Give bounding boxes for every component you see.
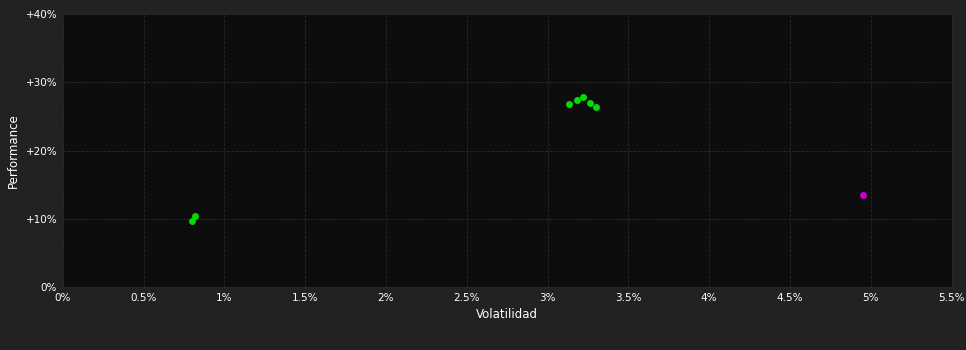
- Point: [582, 100, 597, 106]
- Point: [185, 219, 200, 224]
- Point: [561, 101, 577, 107]
- Point: [187, 213, 203, 219]
- Point: [855, 192, 870, 198]
- Point: [588, 104, 604, 110]
- Point: [569, 97, 584, 103]
- Y-axis label: Performance: Performance: [7, 113, 20, 188]
- X-axis label: Volatilidad: Volatilidad: [476, 308, 538, 321]
- Point: [576, 94, 591, 100]
